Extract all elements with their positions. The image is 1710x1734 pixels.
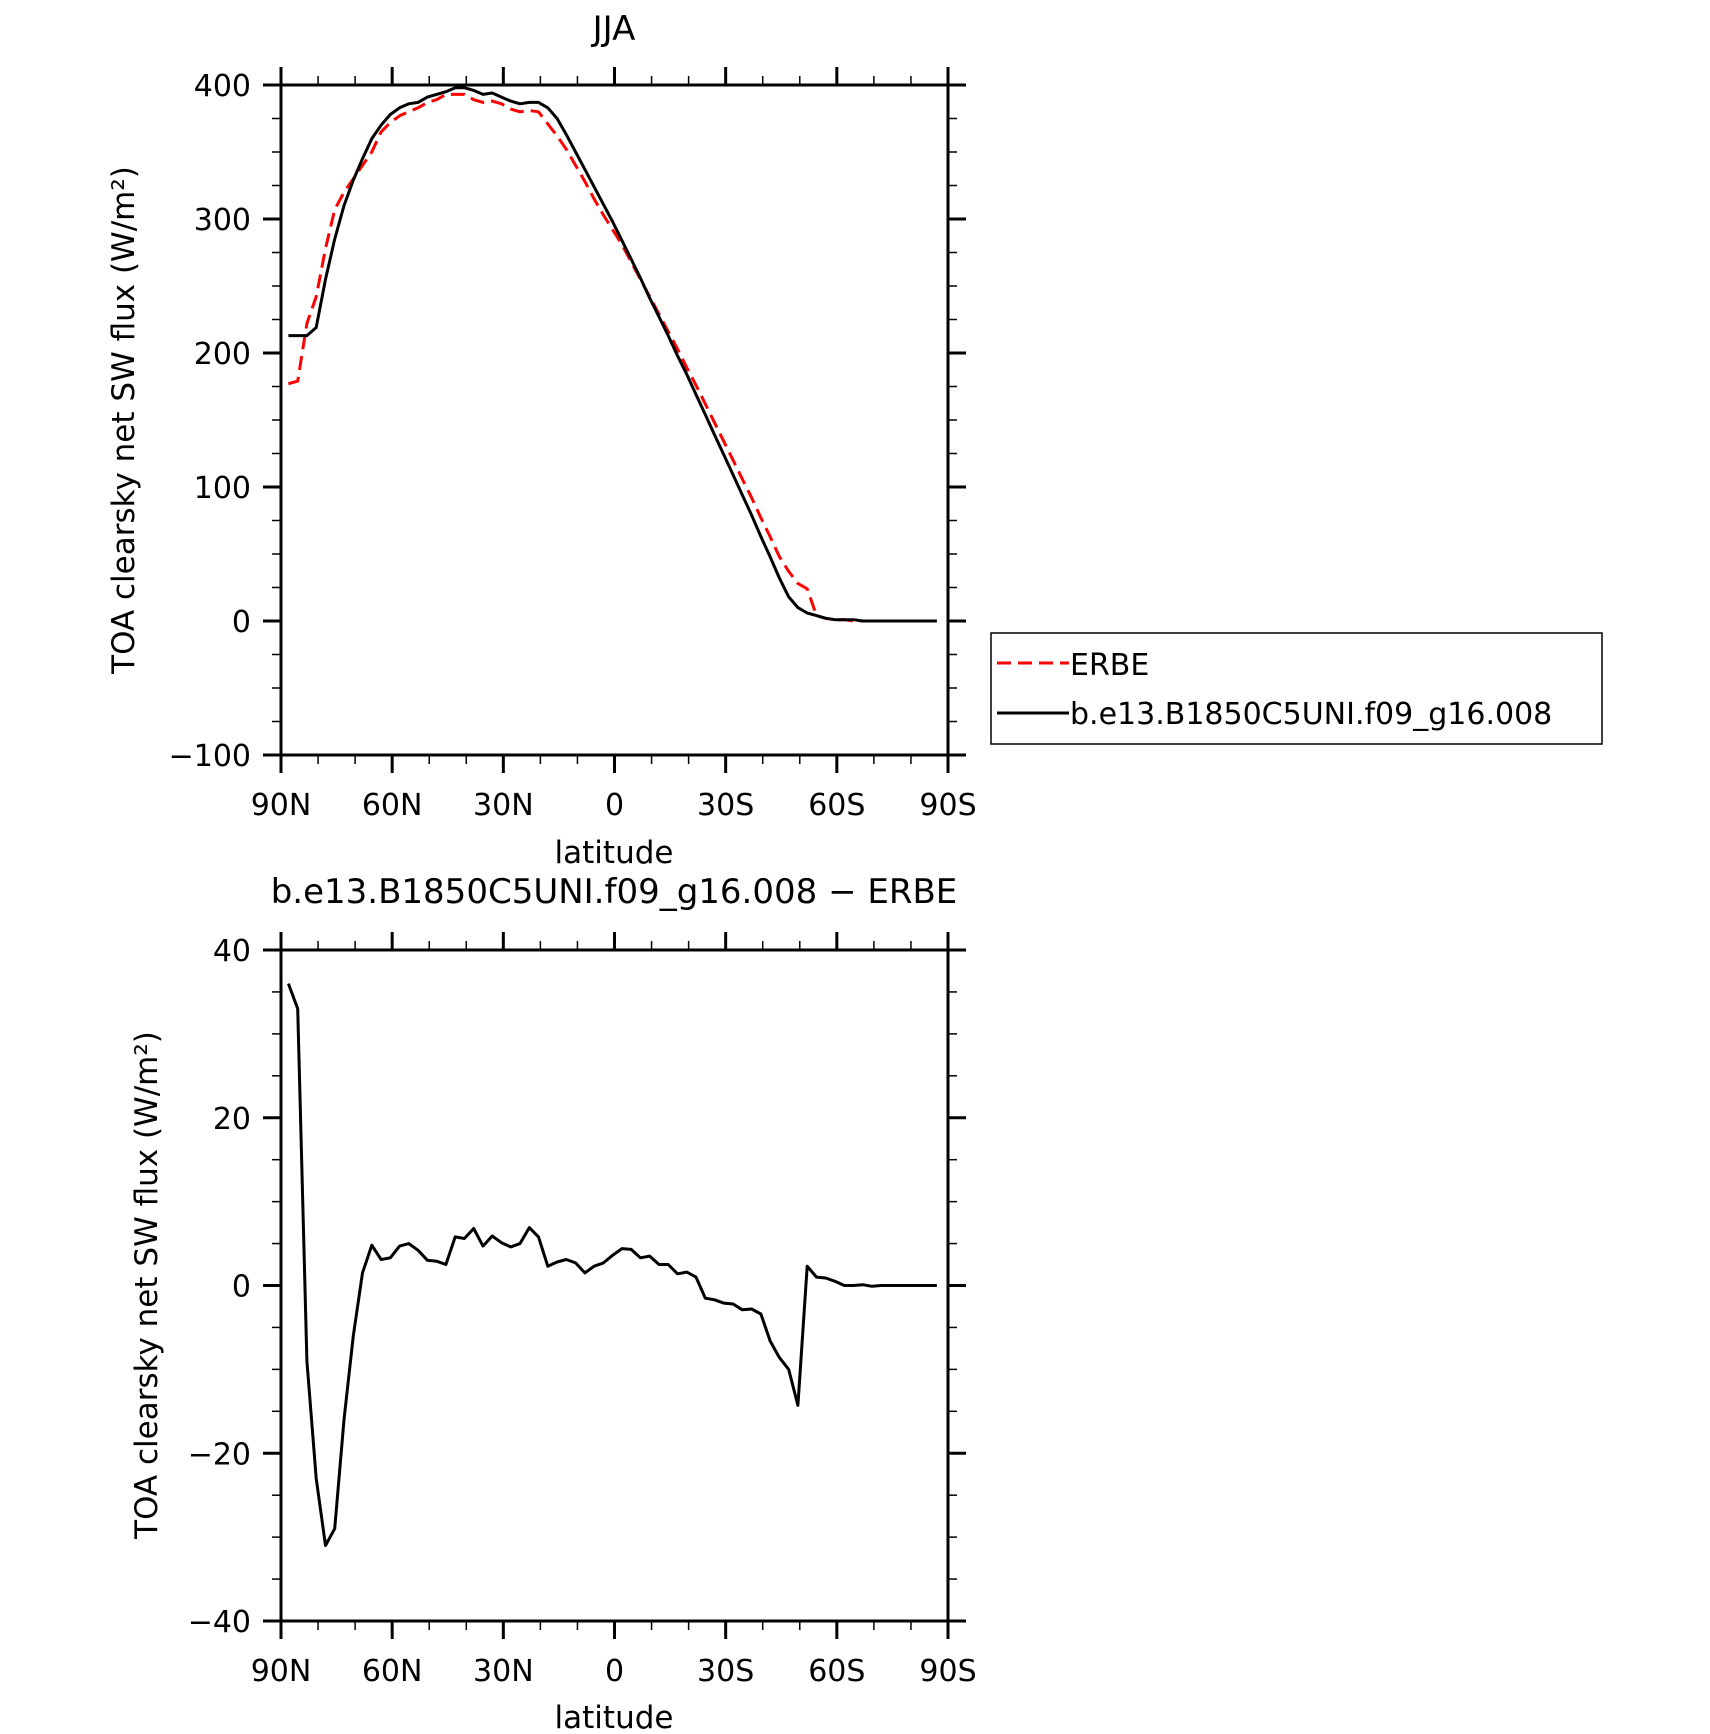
y-tick-label: 20	[213, 1102, 251, 1137]
series-line-b-e13-b1850c5uni-f09-g16-008	[288, 86, 937, 623]
x-tick-label: 90S	[919, 1654, 976, 1689]
plot-lines	[286, 983, 937, 1547]
x-tick-label: 30N	[473, 788, 534, 823]
x-tick-label: 30N	[473, 1654, 534, 1689]
y-tick-label: 0	[232, 1270, 251, 1305]
y-tick-label: −20	[188, 1437, 251, 1472]
plot-lines	[287, 86, 937, 623]
y-axis-label: TOA clearsky net SW flux (W/m²)	[129, 1031, 165, 1540]
chart-title: b.e13.B1850C5UNI.f09_g16.008 − ERBE	[271, 872, 958, 912]
x-axis-label: latitude	[555, 1700, 674, 1734]
axis-ticks	[263, 67, 966, 773]
y-tick-labels: 400 300 200 100 0 −100	[169, 69, 251, 774]
x-tick-label: 60S	[808, 788, 865, 823]
legend-label-erbe: ERBE	[1070, 648, 1149, 683]
y-tick-label: 100	[194, 471, 251, 506]
series-line-difference	[286, 983, 937, 1547]
y-tick-label: 300	[194, 203, 251, 238]
legend-label-model: b.e13.B1850C5UNI.f09_g16.008	[1070, 697, 1552, 732]
x-tick-label: 60N	[362, 1654, 423, 1689]
x-tick-label: 0	[605, 1654, 624, 1689]
y-axis-label: TOA clearsky net SW flux (W/m²)	[106, 166, 142, 675]
y-tick-label: 40	[213, 934, 251, 969]
x-tick-label: 90N	[251, 788, 312, 823]
x-tick-label: 0	[605, 788, 624, 823]
plot-frame	[279, 948, 950, 1623]
chart-title: JJA	[591, 9, 636, 49]
legend-box	[990, 632, 1603, 745]
x-tick-label: 30S	[697, 1654, 754, 1689]
y-tick-labels: 40 20 0 −20 −40	[188, 934, 251, 1640]
x-axis-label: latitude	[555, 835, 674, 871]
y-tick-label: 0	[232, 605, 251, 640]
y-tick-label: −100	[169, 739, 251, 774]
y-tick-label: 200	[194, 337, 251, 372]
legend: ERBE b.e13.B1850C5UNI.f09_g16.008	[990, 632, 1603, 745]
series-line-erbe	[287, 92, 937, 623]
x-tick-label: 60S	[808, 1654, 865, 1689]
plot-frame	[279, 83, 950, 757]
x-tick-label: 90N	[251, 1654, 312, 1689]
chart-panel-difference: b.e13.B1850C5UNI.f09_g16.008 − ERBE 40 20…	[129, 872, 977, 1734]
x-tick-labels: 90N 60N 30N 0 30S 60S 90S	[251, 788, 977, 823]
x-tick-label: 30S	[697, 788, 754, 823]
x-tick-label: 90S	[919, 788, 976, 823]
y-tick-label: 400	[194, 69, 251, 104]
y-tick-label: −40	[188, 1605, 251, 1640]
x-tick-label: 60N	[362, 788, 423, 823]
x-tick-labels: 90N 60N 30N 0 30S 60S 90S	[251, 1654, 977, 1689]
